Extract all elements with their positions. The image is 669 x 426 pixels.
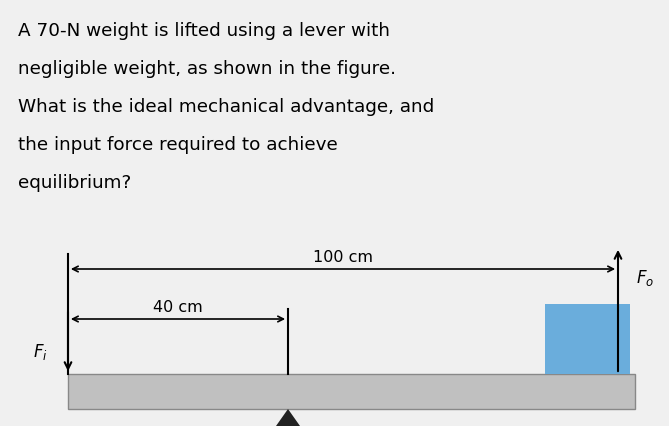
Text: negligible weight, as shown in the figure.: negligible weight, as shown in the figur… xyxy=(18,60,396,78)
Polygon shape xyxy=(276,409,300,426)
Text: the input force required to achieve: the input force required to achieve xyxy=(18,136,338,154)
Text: What is the ideal mechanical advantage, and: What is the ideal mechanical advantage, … xyxy=(18,98,434,116)
Text: 40 cm: 40 cm xyxy=(153,299,203,314)
Bar xyxy=(545,304,630,374)
Text: 100 cm: 100 cm xyxy=(313,249,373,265)
Text: A 70-N weight is lifted using a lever with: A 70-N weight is lifted using a lever wi… xyxy=(18,22,390,40)
Text: $F_o$: $F_o$ xyxy=(636,268,654,287)
Text: equilibrium?: equilibrium? xyxy=(18,173,131,192)
Text: $F_i$: $F_i$ xyxy=(33,342,47,362)
Bar xyxy=(68,374,635,409)
